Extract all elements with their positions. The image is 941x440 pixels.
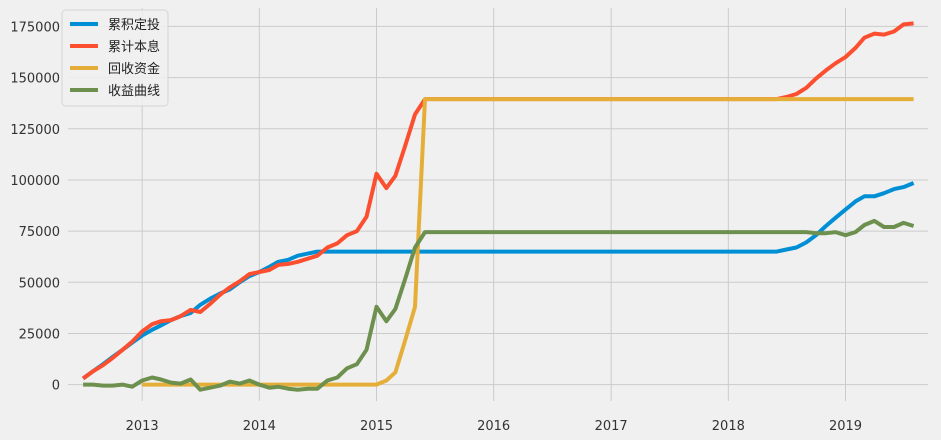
legend-label: 累计本息 bbox=[108, 39, 160, 55]
y-tick-label: 0 bbox=[52, 379, 60, 394]
y-tick-label: 100000 bbox=[10, 174, 60, 189]
x-tick-label: 2015 bbox=[360, 419, 393, 434]
series-line-2 bbox=[142, 97, 914, 387]
x-tick-label: 2016 bbox=[477, 419, 510, 434]
x-tick-label: 2017 bbox=[595, 419, 628, 434]
series-line-0 bbox=[81, 181, 915, 381]
y-axis-ticks: 0 25000 50000 75000 100000 125000 150000 175000 bbox=[10, 20, 60, 393]
legend-box bbox=[61, 9, 169, 107]
x-axis-ticks: 2013 2014 2015 2016 2017 2018 2019 bbox=[126, 419, 862, 434]
x-tick-label: 2018 bbox=[712, 419, 745, 434]
x-tick-label: 2014 bbox=[243, 419, 276, 434]
x-tick-label: 2019 bbox=[829, 419, 862, 434]
y-tick-label: 150000 bbox=[10, 72, 60, 87]
x-tick-label: 2013 bbox=[126, 419, 159, 434]
y-tick-label: 75000 bbox=[19, 225, 60, 240]
y-tick-label: 25000 bbox=[19, 327, 60, 342]
series-line-3 bbox=[83, 218, 915, 392]
grid bbox=[68, 8, 928, 401]
legend-label: 回收资金 bbox=[108, 61, 160, 77]
y-tick-label: 175000 bbox=[10, 20, 60, 35]
legend-label: 收益曲线 bbox=[108, 84, 160, 99]
series-line-1 bbox=[81, 21, 914, 381]
legend-label: 累积定投 bbox=[108, 17, 160, 33]
y-tick-label: 125000 bbox=[10, 123, 60, 138]
series-lines bbox=[81, 21, 915, 392]
y-tick-label: 50000 bbox=[19, 276, 60, 291]
